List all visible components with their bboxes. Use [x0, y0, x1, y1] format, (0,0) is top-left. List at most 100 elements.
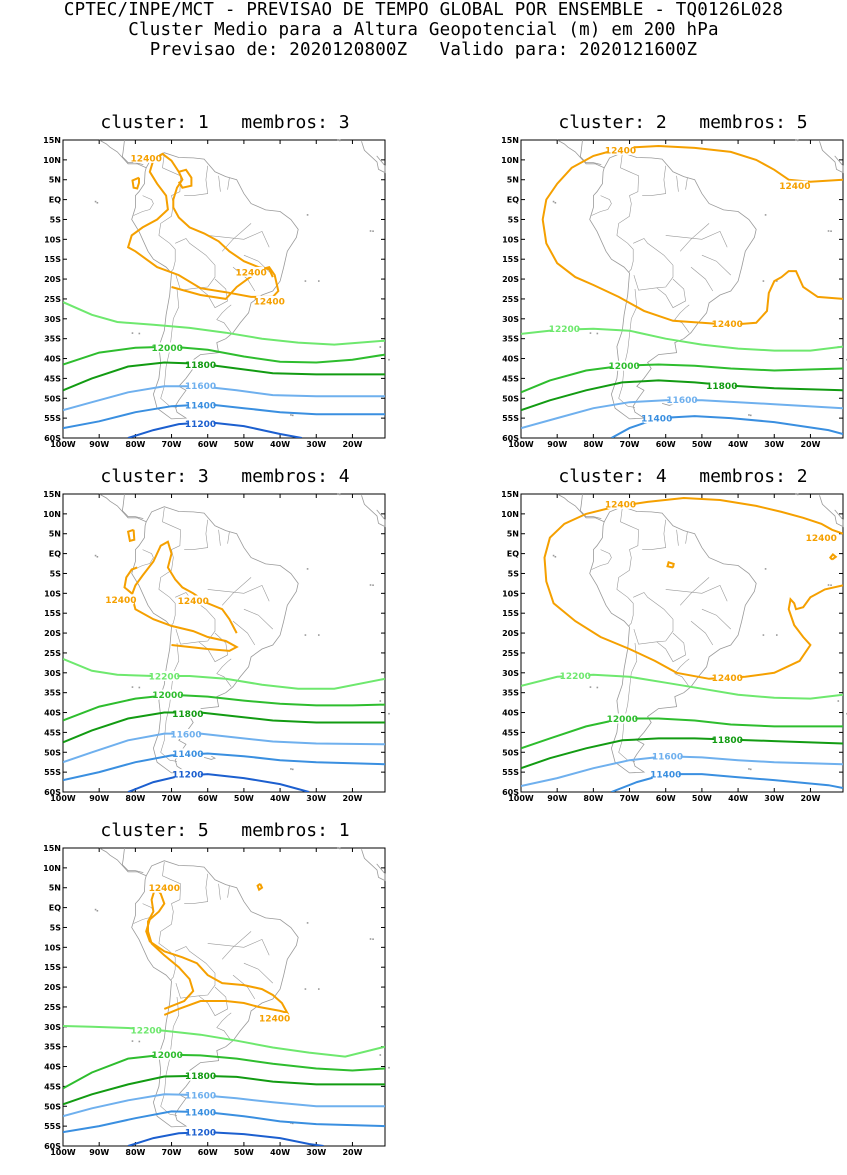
lon-tick-label: 40W [270, 440, 290, 449]
lat-tick-label: 50S [44, 748, 61, 757]
contour-label: 12000 [152, 1051, 183, 1061]
country-border [184, 873, 209, 904]
country-border [207, 939, 270, 956]
contour-11400 [611, 773, 843, 792]
lat-tick-label: EQ [507, 196, 519, 205]
contour-label: 11800 [185, 1072, 216, 1082]
coastline-central-america-caribbean [579, 139, 602, 165]
contour-label: 11400 [641, 415, 672, 425]
island [290, 414, 292, 416]
contour-label-bg [187, 380, 214, 391]
contour-11800 [521, 737, 843, 770]
island [796, 139, 799, 142]
lat-tick-label: 5N [49, 530, 61, 539]
island [369, 584, 372, 586]
country-border [679, 223, 710, 252]
island [94, 200, 97, 203]
island [337, 139, 339, 141]
country-border [616, 216, 634, 273]
contour-label-bg [187, 1070, 214, 1081]
lat-tick-label: 25S [502, 295, 519, 304]
coastline-central-america [99, 139, 147, 169]
contour-12000 [63, 693, 385, 722]
coastline-central-america [557, 139, 605, 169]
country-border [232, 974, 256, 1000]
contour-label: 12400 [259, 1015, 290, 1025]
country-border [701, 254, 732, 276]
lat-tick-label: 10S [502, 589, 519, 598]
island [795, 493, 797, 495]
lat-tick-label: 5S [508, 215, 520, 224]
coastline-central-america [99, 493, 147, 523]
contour-label-bg [609, 713, 636, 724]
contour-label: 11200 [185, 420, 216, 430]
lat-tick-label: 15N [501, 136, 519, 145]
lon-tick-label: 90W [547, 440, 567, 449]
country-border [184, 519, 209, 550]
lat-tick-label: 15N [43, 136, 61, 145]
island [337, 847, 339, 849]
contour-label: 12400 [806, 534, 837, 544]
contour-label: 11600 [185, 1092, 216, 1102]
island [291, 768, 294, 771]
contour-label: 12400 [779, 182, 810, 192]
contour-label-bg [154, 689, 181, 700]
contour-label: 11200 [185, 1129, 216, 1139]
contour-11200 [127, 773, 310, 792]
island [554, 555, 557, 558]
contour-12400 [130, 540, 239, 652]
island [138, 332, 141, 335]
lat-tick-label: 60S [502, 788, 519, 797]
lat-tick-label: 10N [43, 864, 61, 873]
lon-tick-label: 100W [50, 440, 76, 449]
contour-label-bg [261, 1013, 288, 1024]
island [796, 493, 799, 496]
lon-tick-label: 100W [508, 794, 534, 803]
lon-tick-label: 50W [234, 440, 254, 449]
country-border [218, 175, 221, 192]
island [291, 1122, 294, 1125]
panel-cluster-2: cluster: 2 membros: 5 15N 10N 5N EQ 5S 10S 15S… [493, 112, 847, 457]
lat-tick-label: 30S [44, 1023, 61, 1032]
contour-label: 11200 [172, 771, 203, 781]
contour-label: 12400 [712, 674, 743, 684]
lat-tick-label: 10S [502, 235, 519, 244]
lon-tick-label: 30W [764, 794, 784, 803]
island [304, 634, 307, 636]
lat-tick-label: 15N [43, 844, 61, 853]
country-border [175, 238, 216, 291]
island [369, 230, 372, 232]
island [379, 1054, 382, 1056]
panel-title: cluster: 5 membros: 1 [100, 820, 350, 841]
lat-tick-label: 5S [508, 569, 520, 578]
contour-label-bg [174, 748, 201, 759]
coastline-west-africa [819, 495, 844, 528]
country-border [674, 658, 690, 687]
island [96, 909, 99, 912]
map: 15N 10N 5N EQ 5S 10S 15S 20S 25S 30S 35S 40S 45S 50S 5… [43, 490, 390, 803]
country-border [158, 216, 176, 273]
island [94, 908, 97, 911]
lat-tick-label: 30S [44, 315, 61, 324]
country-border [207, 231, 270, 248]
lat-tick-label: 60S [502, 434, 519, 443]
panel-title: cluster: 1 membros: 3 [100, 112, 350, 133]
lat-tick-label: EQ [507, 550, 519, 559]
country-border [656, 278, 686, 309]
island [589, 332, 592, 334]
lat-tick-label: 20S [44, 275, 61, 284]
island [596, 686, 599, 689]
contour-12000 [521, 717, 843, 750]
contour-11200 [127, 1131, 324, 1146]
lat-tick-label: 30S [502, 315, 519, 324]
lon-tick-label: 100W [50, 1148, 76, 1157]
lat-tick-label: 20S [502, 275, 519, 284]
lat-tick-label: 50S [502, 394, 519, 403]
lon-tick-label: 100W [50, 794, 76, 803]
lat-tick-label: 20S [502, 629, 519, 638]
country-border [216, 1012, 232, 1041]
lat-tick-label: 45S [44, 1082, 61, 1091]
island [138, 686, 141, 689]
contour-label: 11400 [185, 1109, 216, 1119]
island [291, 414, 294, 417]
